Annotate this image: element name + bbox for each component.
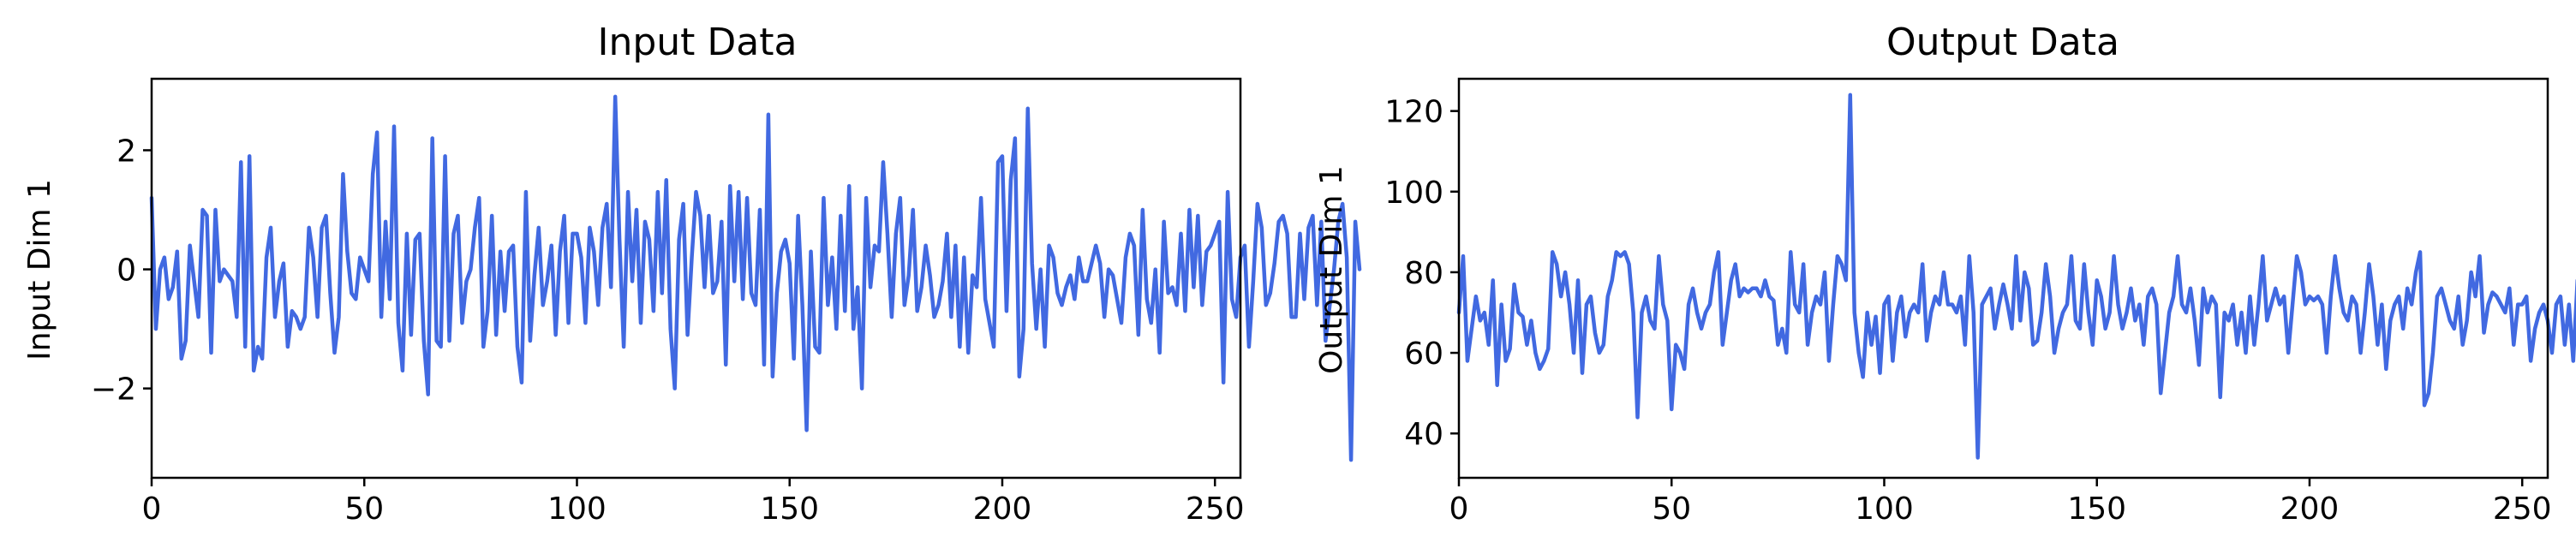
series-line — [1456, 92, 2576, 460]
y-axis-label: Output Dim 1 — [1314, 165, 1349, 374]
x-tick-label: 200 — [973, 491, 1032, 527]
x-tick-label: 250 — [1186, 491, 1245, 527]
y-tick-label: 0 — [117, 253, 136, 289]
plot-area — [149, 94, 1362, 462]
y-tick-label: 100 — [1384, 176, 1443, 211]
chart-title: Output Data — [1886, 21, 2119, 64]
axes-frame — [150, 77, 1242, 480]
y-tick-label: −2 — [91, 372, 136, 408]
y-axis: 40 60 80 100 120 — [1384, 95, 1459, 452]
x-axis: 0 50 100 150 200 250 — [1449, 478, 2552, 527]
plot-area — [1456, 92, 2576, 460]
x-tick-label: 250 — [2493, 491, 2552, 527]
x-axis: 0 50 100 150 200 250 — [142, 478, 1245, 527]
x-tick-label: 50 — [344, 491, 384, 527]
chart-title: Input Data — [598, 21, 798, 64]
input-data-panel: Input Data Input Dim 1 0 50 100 150 200 250 −… — [22, 21, 1362, 527]
y-axis-label: Input Dim 1 — [22, 179, 57, 360]
output-data-panel: Output Data Output Dim 1 0 50 100 150 200 250… — [1314, 21, 2576, 527]
series-line — [149, 94, 1362, 462]
x-tick-label: 0 — [142, 491, 162, 527]
y-tick-label: 120 — [1384, 95, 1443, 130]
y-tick-label: 2 — [117, 134, 136, 169]
x-tick-label: 50 — [1652, 491, 1691, 527]
y-tick-label: 60 — [1404, 337, 1443, 372]
x-tick-label: 200 — [2280, 491, 2340, 527]
x-tick-label: 0 — [1449, 491, 1469, 527]
y-tick-label: 80 — [1404, 256, 1443, 291]
axes-frame — [1457, 77, 2549, 480]
x-tick-label: 150 — [2067, 491, 2126, 527]
x-tick-label: 100 — [547, 491, 607, 527]
x-tick-label: 150 — [760, 491, 819, 527]
y-tick-label: 40 — [1404, 417, 1443, 452]
x-tick-label: 100 — [1855, 491, 1914, 527]
y-axis: −2 0 2 — [91, 134, 152, 408]
